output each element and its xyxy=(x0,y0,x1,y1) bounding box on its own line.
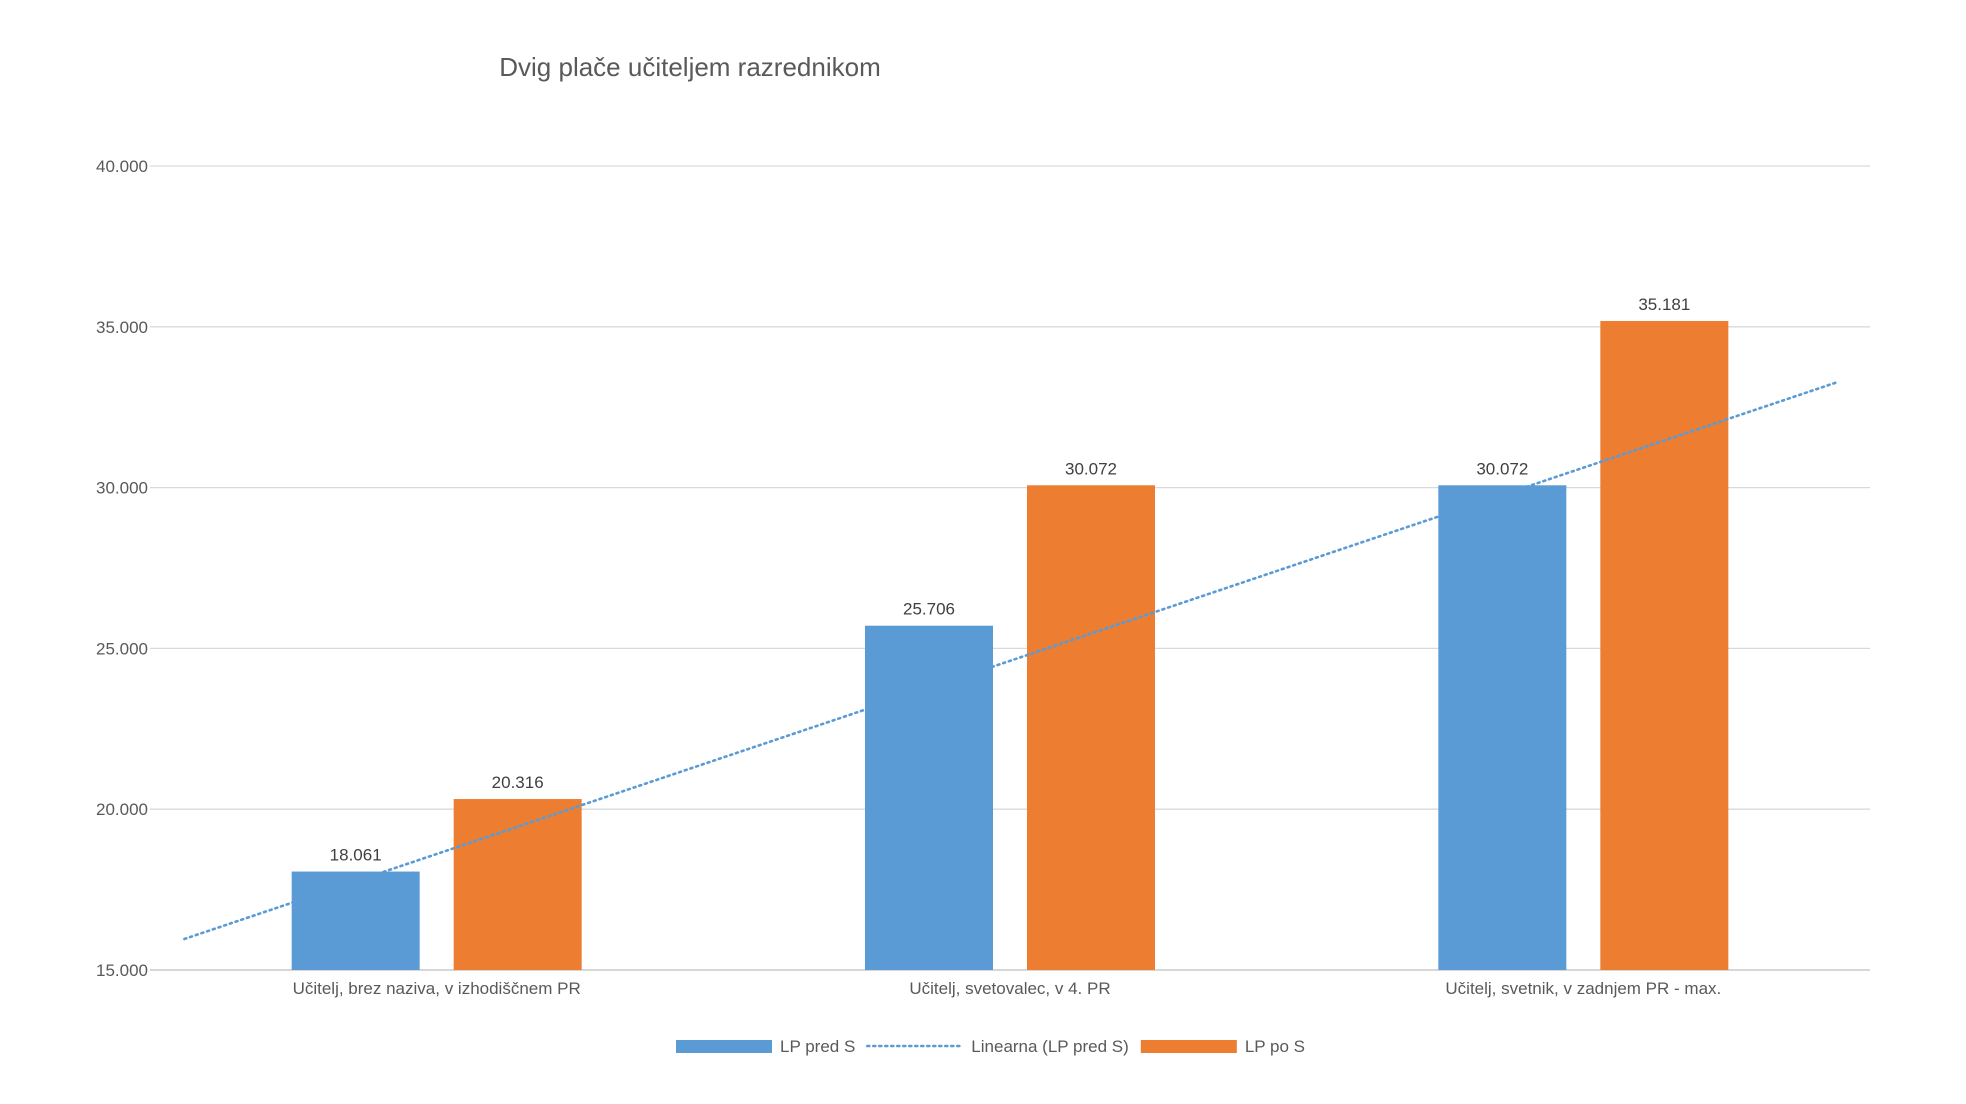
legend-entry: LP po S xyxy=(1140,1037,1305,1056)
y-tick-label: 15.000 xyxy=(96,961,148,980)
category-labels: Učitelj, brez naziva, v izhodiščnem PR Uč… xyxy=(293,979,1722,998)
legend-label: LP po S xyxy=(1245,1037,1305,1056)
category-label: Učitelj, svetnik, v zadnjem PR - max. xyxy=(1445,979,1721,998)
y-tick-label: 30.000 xyxy=(96,479,148,498)
legend-swatch xyxy=(676,1040,772,1053)
legend-label: LP pred S xyxy=(780,1037,855,1056)
bar xyxy=(1438,485,1567,970)
category-label: Učitelj, brez naziva, v izhodiščnem PR xyxy=(293,979,581,998)
legend: LP pred S Linearna (LP pred S) LP po S xyxy=(676,1037,1305,1056)
bar xyxy=(453,799,582,970)
y-tick-label: 25.000 xyxy=(96,639,148,658)
data-label: 30.072 xyxy=(1065,459,1117,478)
bar xyxy=(1027,485,1155,970)
legend-entry: LP pred S xyxy=(676,1037,855,1056)
y-tick-label: 35.000 xyxy=(96,318,148,337)
data-label: 35.181 xyxy=(1638,295,1690,314)
y-tick-label: 20.000 xyxy=(96,800,148,819)
data-label: 20.316 xyxy=(492,773,544,792)
legend-label: Linearna (LP pred S) xyxy=(971,1037,1129,1056)
data-label: 30.072 xyxy=(1476,459,1528,478)
y-axis-tick-labels: 15.000 20.000 25.000 30.000 35.000 40.000 xyxy=(96,157,148,980)
bar xyxy=(1600,320,1729,971)
trendline-layer xyxy=(183,381,1837,941)
y-tick-label: 40.000 xyxy=(96,157,148,176)
legend-swatch xyxy=(1140,1040,1237,1053)
legend-entry: Linearna (LP pred S) xyxy=(865,1037,1129,1056)
gridlines xyxy=(150,165,1870,971)
bar xyxy=(291,871,420,970)
category-label: Učitelj, svetovalec, v 4. PR xyxy=(909,979,1110,998)
chart-title: Dvig plače učiteljem razrednikom xyxy=(499,52,881,82)
data-label: 18.061 xyxy=(330,846,382,865)
trendline xyxy=(183,381,1837,941)
data-labels: 18.061 20.316 25.706 30.072 30.072 35.181 xyxy=(330,295,1691,865)
bar xyxy=(865,625,993,970)
data-label: 25.706 xyxy=(903,600,955,619)
bars xyxy=(291,320,1729,971)
